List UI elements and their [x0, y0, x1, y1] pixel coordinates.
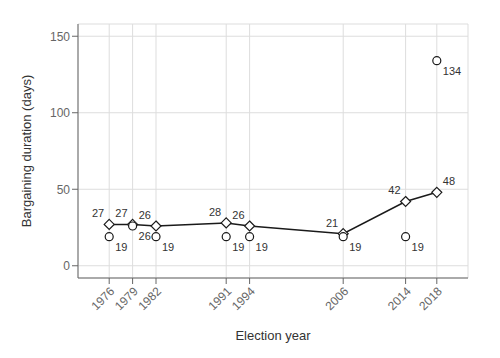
svg-text:134: 134	[443, 65, 461, 77]
svg-text:19: 19	[115, 241, 127, 253]
svg-text:50: 50	[57, 183, 71, 197]
svg-text:27: 27	[115, 207, 127, 219]
svg-text:19: 19	[256, 241, 268, 253]
svg-text:19: 19	[162, 241, 174, 253]
svg-text:19: 19	[232, 241, 244, 253]
svg-text:42: 42	[388, 184, 400, 196]
svg-text:26: 26	[139, 209, 151, 221]
svg-text:1982: 1982	[135, 284, 164, 313]
svg-text:26: 26	[232, 209, 244, 221]
svg-text:27: 27	[92, 207, 104, 219]
svg-text:0: 0	[63, 259, 70, 273]
svg-text:1991: 1991	[206, 284, 235, 313]
svg-text:26: 26	[139, 230, 151, 242]
svg-text:48: 48	[443, 175, 455, 187]
svg-text:19: 19	[412, 241, 424, 253]
svg-text:2018: 2018	[416, 284, 445, 313]
svg-text:Election year: Election year	[235, 328, 311, 343]
svg-text:28: 28	[209, 206, 221, 218]
svg-text:1994: 1994	[229, 284, 258, 313]
svg-text:21: 21	[326, 217, 338, 229]
svg-text:2006: 2006	[323, 284, 352, 313]
svg-text:Bargaining duration (days): Bargaining duration (days)	[19, 75, 34, 227]
svg-text:2014: 2014	[385, 284, 414, 313]
svg-text:1976: 1976	[89, 284, 118, 313]
svg-text:100: 100	[50, 106, 70, 120]
svg-text:19: 19	[349, 241, 361, 253]
svg-text:150: 150	[50, 30, 70, 44]
svg-text:1979: 1979	[112, 284, 141, 313]
